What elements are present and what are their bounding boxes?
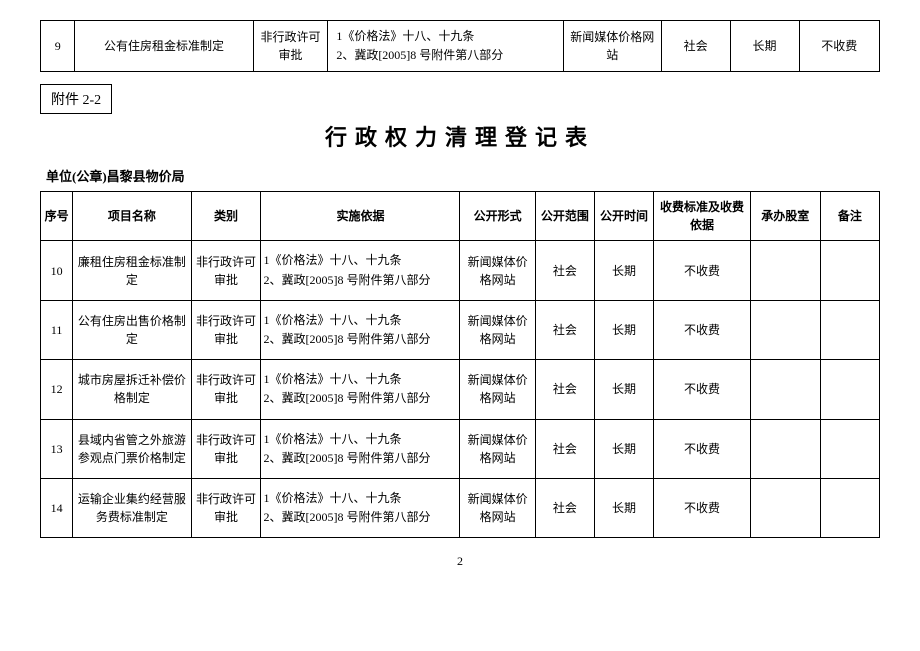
header-category: 类别 [191, 192, 261, 241]
cell-category: 非行政许可审批 [191, 360, 261, 419]
cell-basis: 1《价格法》十八、十九条2、冀政[2005]8 号附件第八部分 [261, 360, 460, 419]
cell-scope: 社会 [535, 419, 594, 478]
cell-category: 非行政许可审批 [191, 478, 261, 537]
top-seq: 9 [41, 21, 75, 72]
cell-time: 长期 [594, 241, 653, 300]
cell-form: 新闻媒体价格网站 [460, 478, 535, 537]
top-table-row: 9 公有住房租金标准制定 非行政许可审批 1《价格法》十八、十九条2、冀政[20… [41, 21, 880, 72]
header-scope: 公开范围 [535, 192, 594, 241]
cell-dept [750, 360, 820, 419]
top-category: 非行政许可审批 [253, 21, 328, 72]
top-scope: 社会 [661, 21, 730, 72]
cell-name: 公有住房出售价格制定 [73, 300, 191, 359]
cell-name: 城市房屋拆迁补偿价格制定 [73, 360, 191, 419]
cell-seq: 14 [41, 478, 73, 537]
table-row: 10廉租住房租金标准制定非行政许可审批1《价格法》十八、十九条2、冀政[2005… [41, 241, 880, 300]
cell-category: 非行政许可审批 [191, 241, 261, 300]
table-row: 13县域内省管之外旅游参观点门票价格制定非行政许可审批1《价格法》十八、十九条2… [41, 419, 880, 478]
cell-remark [820, 419, 879, 478]
cell-scope: 社会 [535, 241, 594, 300]
top-name: 公有住房租金标准制定 [75, 21, 253, 72]
cell-remark [820, 360, 879, 419]
cell-fee: 不收费 [654, 478, 751, 537]
table-row: 11公有住房出售价格制定非行政许可审批1《价格法》十八、十九条2、冀政[2005… [41, 300, 880, 359]
cell-basis: 1《价格法》十八、十九条2、冀政[2005]8 号附件第八部分 [261, 419, 460, 478]
unit-label: 单位(公章)昌黎县物价局 [40, 166, 880, 185]
cell-basis: 1《价格法》十八、十九条2、冀政[2005]8 号附件第八部分 [261, 241, 460, 300]
cell-scope: 社会 [535, 300, 594, 359]
table-row: 14运输企业集约经营服务费标准制定非行政许可审批1《价格法》十八、十九条2、冀政… [41, 478, 880, 537]
cell-dept [750, 419, 820, 478]
cell-form: 新闻媒体价格网站 [460, 419, 535, 478]
header-name: 项目名称 [73, 192, 191, 241]
cell-fee: 不收费 [654, 241, 751, 300]
cell-fee: 不收费 [654, 360, 751, 419]
top-form: 新闻媒体价格网站 [563, 21, 661, 72]
cell-remark [820, 300, 879, 359]
cell-remark [820, 241, 879, 300]
main-table: 序号 项目名称 类别 实施依据 公开形式 公开范围 公开时间 收费标准及收费依据… [40, 191, 880, 538]
top-basis: 1《价格法》十八、十九条2、冀政[2005]8 号附件第八部分 [328, 21, 564, 72]
cell-form: 新闻媒体价格网站 [460, 241, 535, 300]
cell-basis: 1《价格法》十八、十九条2、冀政[2005]8 号附件第八部分 [261, 478, 460, 537]
cell-name: 县域内省管之外旅游参观点门票价格制定 [73, 419, 191, 478]
top-table: 9 公有住房租金标准制定 非行政许可审批 1《价格法》十八、十九条2、冀政[20… [40, 20, 880, 72]
cell-category: 非行政许可审批 [191, 419, 261, 478]
cell-scope: 社会 [535, 478, 594, 537]
page-title: 行政权力清理登记表 [40, 120, 880, 152]
header-row: 序号 项目名称 类别 实施依据 公开形式 公开范围 公开时间 收费标准及收费依据… [41, 192, 880, 241]
cell-category: 非行政许可审批 [191, 300, 261, 359]
header-seq: 序号 [41, 192, 73, 241]
page-number: 2 [40, 554, 880, 569]
cell-form: 新闻媒体价格网站 [460, 360, 535, 419]
cell-form: 新闻媒体价格网站 [460, 300, 535, 359]
header-dept: 承办股室 [750, 192, 820, 241]
cell-dept [750, 241, 820, 300]
cell-scope: 社会 [535, 360, 594, 419]
cell-dept [750, 478, 820, 537]
cell-seq: 13 [41, 419, 73, 478]
cell-dept [750, 300, 820, 359]
header-form: 公开形式 [460, 192, 535, 241]
cell-time: 长期 [594, 360, 653, 419]
top-fee: 不收费 [799, 21, 879, 72]
cell-time: 长期 [594, 300, 653, 359]
attachment-label: 附件 2-2 [40, 84, 112, 114]
header-fee: 收费标准及收费依据 [654, 192, 751, 241]
cell-fee: 不收费 [654, 419, 751, 478]
cell-time: 长期 [594, 478, 653, 537]
top-time: 长期 [730, 21, 799, 72]
cell-time: 长期 [594, 419, 653, 478]
table-row: 12城市房屋拆迁补偿价格制定非行政许可审批1《价格法》十八、十九条2、冀政[20… [41, 360, 880, 419]
cell-basis: 1《价格法》十八、十九条2、冀政[2005]8 号附件第八部分 [261, 300, 460, 359]
cell-seq: 11 [41, 300, 73, 359]
cell-seq: 12 [41, 360, 73, 419]
header-basis: 实施依据 [261, 192, 460, 241]
header-time: 公开时间 [594, 192, 653, 241]
header-remark: 备注 [820, 192, 879, 241]
cell-remark [820, 478, 879, 537]
cell-seq: 10 [41, 241, 73, 300]
cell-fee: 不收费 [654, 300, 751, 359]
cell-name: 运输企业集约经营服务费标准制定 [73, 478, 191, 537]
cell-name: 廉租住房租金标准制定 [73, 241, 191, 300]
